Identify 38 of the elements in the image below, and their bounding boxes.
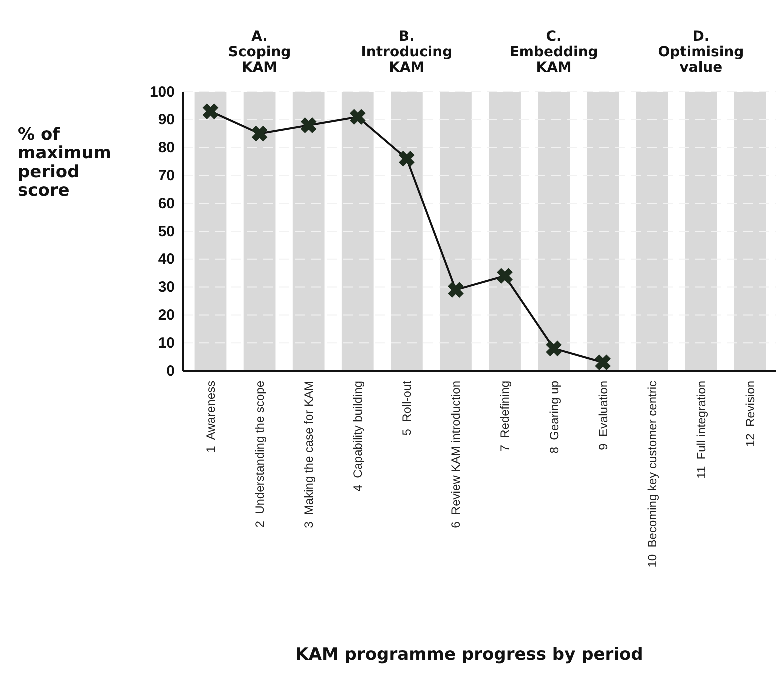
- y-tick-label: 60: [158, 195, 175, 212]
- y-tick-label: 100: [150, 84, 175, 101]
- x-tick-label: 3 Making the case for KAM: [302, 381, 316, 528]
- x-tick-label: 6 Review KAM introduction: [449, 381, 464, 528]
- y-tick-label: 10: [158, 334, 175, 352]
- x-tick-label: 10 Becoming key customer centric: [645, 381, 660, 568]
- x-tick-label: 4 Capability building: [351, 381, 366, 492]
- point: [350, 109, 366, 125]
- y-tick-label: 0: [166, 362, 175, 380]
- text: A. Scoping KAM: [228, 29, 292, 76]
- x-tick-label: 2 Understanding the scope: [252, 380, 267, 528]
- y-axis-title: % of maximum period score: [18, 125, 112, 202]
- x-axis-title: KAM programme progress by period: [296, 645, 644, 665]
- y-tick-label: 20: [158, 307, 175, 324]
- point: [546, 340, 562, 356]
- point: [399, 151, 415, 167]
- x-tick-label: 9 Evaluation: [596, 381, 610, 450]
- point: [595, 354, 611, 370]
- y-tick-label: 50: [158, 223, 175, 240]
- point: [301, 118, 317, 134]
- x-tick-label: 11 Full integration: [694, 381, 708, 479]
- x-tick-label: 5 Roll-out: [400, 380, 414, 436]
- y-tick-label: 40: [158, 251, 175, 268]
- point: [448, 282, 464, 298]
- x-tick-label: 1 Awareness: [204, 381, 218, 453]
- y-tick-label: 80: [158, 140, 175, 157]
- y-tick-label: 90: [158, 112, 175, 129]
- y-tick-label: 30: [158, 279, 175, 296]
- x-tick-label: 8 Gearing up: [547, 380, 562, 454]
- y-tick-label: 70: [158, 168, 175, 184]
- point: [203, 104, 218, 120]
- point: [497, 268, 513, 284]
- text: D. Optimising value: [658, 29, 744, 76]
- x-tick-label: 7 Redefining: [498, 381, 512, 452]
- text: C. Embedding KAM: [510, 29, 598, 76]
- x-tick-label: 12 Revision: [743, 381, 758, 448]
- text: B. Introducing KAM: [361, 29, 453, 76]
- point: [252, 126, 268, 142]
